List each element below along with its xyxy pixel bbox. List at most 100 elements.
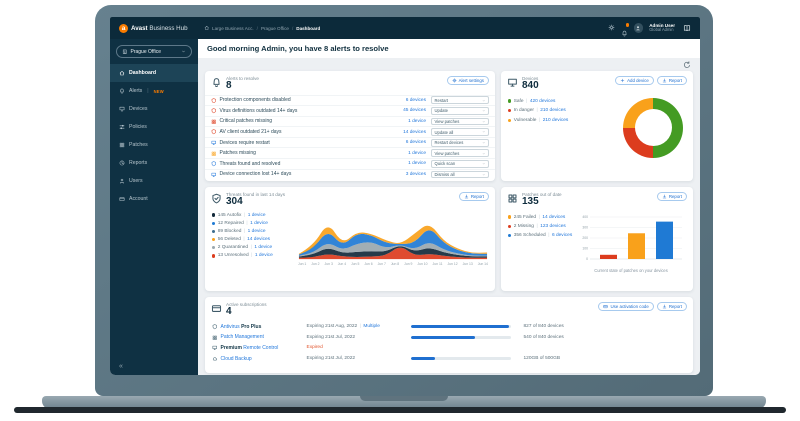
alert-action-select[interactable]: Quick scan — [431, 159, 489, 168]
alert-action-select[interactable]: Update — [431, 106, 489, 115]
refresh-button[interactable] — [683, 61, 691, 69]
sidebar-item-label: Dashboard — [129, 70, 157, 76]
alert-devices-link[interactable]: 45 devices — [403, 108, 426, 114]
notifications-button[interactable] — [621, 23, 630, 37]
patches-icon — [211, 151, 217, 157]
patches-legend-link[interactable]: 14 devices — [542, 214, 566, 220]
devices-legend-label: In danger — [513, 108, 534, 114]
patches-report-button[interactable]: Report — [656, 192, 687, 201]
alert-devices-link[interactable]: 1 device — [408, 118, 426, 124]
x-axis-label: Jun 3 — [324, 261, 333, 266]
alerts-card: Alerts to resolve 8 Alert settings — [205, 71, 495, 181]
threats-legend-link[interactable]: 1 device — [247, 228, 266, 234]
devices-count: 840 — [522, 80, 539, 91]
sidebar-item-label: Devices — [129, 106, 148, 112]
subscription-name-part: Patch Management — [220, 334, 264, 341]
avatar[interactable] — [633, 23, 644, 33]
user-info[interactable]: Admin User Global Admin — [649, 23, 675, 34]
chevron-icon — [482, 120, 486, 124]
alert-devices-link[interactable]: 6 devices — [405, 97, 426, 103]
devices-report-button[interactable]: Report — [656, 76, 687, 85]
org-selector[interactable]: Prague Office — [116, 45, 192, 58]
subscription-name[interactable]: Antivirus Pro Plus — [221, 324, 307, 330]
subscription-name[interactable]: Premium Remote Control — [221, 345, 307, 351]
subscription-multiple-link[interactable]: Multiple — [363, 324, 380, 330]
subscription-name-part: Remote Control — [241, 344, 279, 351]
patches-icon — [212, 335, 218, 341]
devices-card: Devices 840 Add device — [501, 71, 693, 181]
threats-legend-link[interactable]: 14 devices — [247, 237, 271, 243]
patches-icon — [119, 142, 125, 148]
sidebar-item-dashboard[interactable]: Dashboard — [110, 64, 198, 82]
threats-legend-label: 13 Unresolved — [217, 253, 249, 259]
breadcrumb-separator: / — [256, 25, 258, 31]
alert-devices-link[interactable]: 1 device — [408, 161, 426, 167]
sidebar-item-devices[interactable]: Devices — [110, 100, 198, 118]
alert-action-select[interactable]: View patches — [431, 149, 489, 158]
shield-icon — [211, 161, 217, 167]
patches-card-title: Patches out of date — [522, 192, 562, 197]
brand-logo[interactable]: a Avast Business Hub — [119, 23, 188, 33]
breadcrumb-item[interactable]: Dashboard — [296, 25, 321, 31]
alert-devices-link[interactable]: 14 devices — [403, 129, 426, 135]
sidebar-item-reports[interactable]: Reports — [110, 154, 198, 172]
alert-devices-link[interactable]: 6 devices — [405, 140, 426, 146]
legend-separator: | — [538, 117, 541, 123]
sidebar-collapse-button[interactable]: « — [119, 363, 123, 370]
subscriptions-report-button[interactable]: Report — [656, 302, 687, 311]
alert-devices-link[interactable]: 1 device — [408, 150, 426, 156]
alert-devices-link[interactable]: 3 devices — [405, 171, 426, 177]
devices-legend-dot — [508, 99, 512, 103]
threats-report-button[interactable]: Report — [458, 192, 489, 201]
sidebar-item-patches[interactable]: Patches — [110, 136, 198, 154]
alert-action-value: Update all — [434, 129, 454, 135]
resources-book-icon[interactable] — [683, 24, 691, 32]
use-activation-code-button[interactable]: Use activation code — [598, 302, 654, 311]
threats-legend-label: 145 Autofix — [217, 212, 242, 218]
threats-legend-link[interactable]: 1 device — [254, 253, 273, 259]
sidebar-item-account[interactable]: Account — [110, 190, 198, 208]
alert-row: Critical patches missing 1 device View pat… — [205, 115, 495, 127]
patches-legend-dot — [508, 234, 512, 238]
alert-action-select[interactable]: Update all — [431, 128, 489, 136]
patches-legend-label: 2 Missing — [513, 223, 534, 229]
alert-settings-button[interactable]: Alert settings — [446, 76, 489, 85]
alert-action-select[interactable]: Restart devices — [431, 138, 489, 147]
devices-legend-link[interactable]: 420 devices — [529, 98, 556, 104]
patches-card-header: Patches out of date 135 Report — [501, 187, 693, 211]
laptop-screen-bezel: a Avast Business Hub Large Business Acc.… — [95, 5, 713, 396]
app-window: a Avast Business Hub Large Business Acc.… — [110, 17, 700, 375]
subscription-name-part: Premium — [220, 344, 242, 351]
patches-chart-caption: Current state of patches on your devices — [594, 267, 668, 273]
subscription-expiry: Expiring 21st Aug, 2022 | Multiple — [307, 324, 411, 329]
breadcrumb-item[interactable]: Prague Office — [260, 25, 289, 31]
sidebar-item-policies[interactable]: Policies — [110, 118, 198, 136]
alert-action-select[interactable]: Restart — [431, 96, 489, 105]
settings-gear-icon[interactable] — [608, 24, 615, 31]
subscription-name[interactable]: Patch Management — [221, 334, 307, 340]
x-axis-label: Jun 13 — [462, 261, 473, 266]
devices-legend-link[interactable]: 210 devices — [542, 117, 569, 123]
threats-legend-link[interactable]: 1 device — [247, 212, 266, 218]
sidebar-item-users[interactable]: Users — [110, 172, 198, 190]
threats-card-body: 145 Autofix | 1 device 12 Repaired | 1 device… — [205, 211, 495, 266]
alert-action-value: Quick scan — [434, 161, 456, 167]
subscription-name[interactable]: Cloud Backup — [221, 356, 307, 362]
devices-legend-link[interactable]: 210 devices — [540, 108, 566, 114]
alert-action-select[interactable]: View patches — [431, 117, 489, 126]
patches-legend-item: 245 Failed | 14 devices — [508, 215, 576, 220]
devices-card-title: Devices — [522, 76, 539, 81]
bell-icon — [621, 30, 628, 37]
patches-card: Patches out of date 135 Report — [501, 187, 693, 291]
alert-action-select[interactable]: Dismiss all — [431, 170, 489, 179]
patches-legend-link[interactable]: 6 devices — [551, 233, 573, 239]
add-device-button[interactable]: Add device — [615, 76, 654, 85]
subscription-usage-bar — [410, 357, 511, 360]
breadcrumb-item[interactable]: Large Business Acc. — [212, 25, 254, 31]
sidebar-item-alerts[interactable]: Alerts | NEW — [110, 82, 198, 100]
page-title: Good morning Admin, you have 8 alerts to… — [207, 44, 389, 53]
patches-legend-link[interactable]: 123 devices — [540, 223, 566, 229]
threats-legend-link[interactable]: 1 device — [250, 220, 268, 226]
threats-legend-link[interactable]: 1 device — [254, 245, 273, 251]
patches-icon — [507, 193, 518, 204]
